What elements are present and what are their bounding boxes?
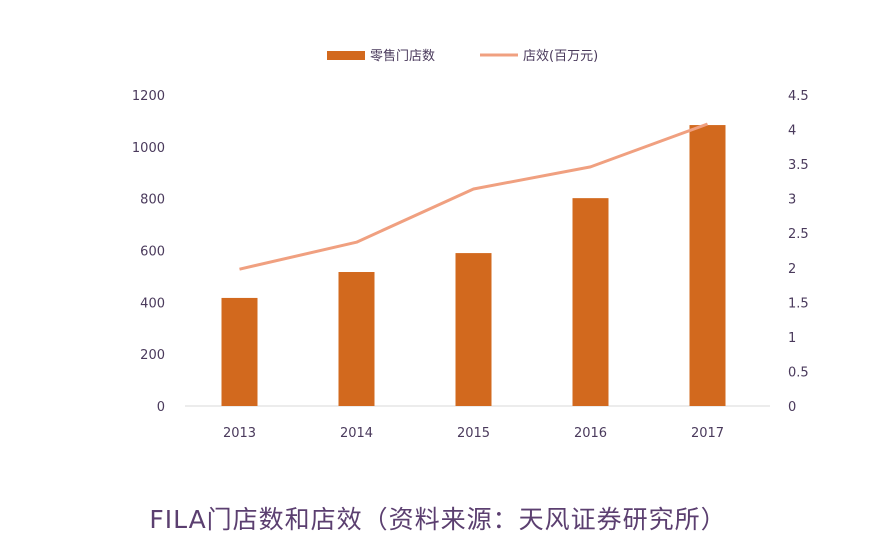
bar-2017 — [689, 125, 726, 407]
bar-2013 — [221, 297, 258, 406]
store-efficiency-line — [239, 122, 709, 271]
left-tick-label: 600 — [140, 245, 165, 260]
right-tick-label: 1.5 — [788, 296, 809, 311]
right-tick-label: 4.5 — [788, 89, 809, 104]
legend: 零售门店数 店效(百万元) — [327, 48, 598, 64]
x-tick-label: 2014 — [340, 426, 373, 441]
x-tick-label: 2015 — [457, 426, 490, 441]
right-tick-label: 3.5 — [788, 158, 809, 173]
left-tick-label: 1000 — [132, 141, 165, 156]
left-tick-label: 400 — [140, 296, 165, 311]
legend-bar-swatch — [327, 51, 365, 60]
right-tick-label: 0 — [788, 400, 796, 415]
chart-title: FILA门店数和店效（资料来源：天风证券研究所） — [149, 505, 727, 534]
right-tick-label: 2 — [788, 262, 796, 277]
legend-bar-label: 零售门店数 — [370, 48, 435, 64]
left-tick-label: 800 — [140, 193, 165, 208]
x-tick-label: 2017 — [691, 426, 724, 441]
left-tick-label: 1200 — [132, 89, 165, 104]
right-tick-label: 1 — [788, 331, 796, 346]
left-tick-label: 0 — [157, 400, 165, 415]
bar-2015 — [455, 253, 492, 406]
bar-2014 — [338, 272, 375, 406]
bar-2016 — [572, 198, 609, 406]
legend-line-label: 店效(百万元) — [523, 49, 598, 64]
right-tick-label: 2.5 — [788, 227, 809, 242]
right-tick-label: 0.5 — [788, 365, 809, 380]
right-tick-label: 4 — [788, 124, 796, 139]
x-tick-label: 2016 — [574, 426, 607, 441]
left-tick-label: 200 — [140, 348, 165, 363]
x-tick-label: 2013 — [223, 426, 256, 441]
right-tick-label: 3 — [788, 193, 796, 208]
